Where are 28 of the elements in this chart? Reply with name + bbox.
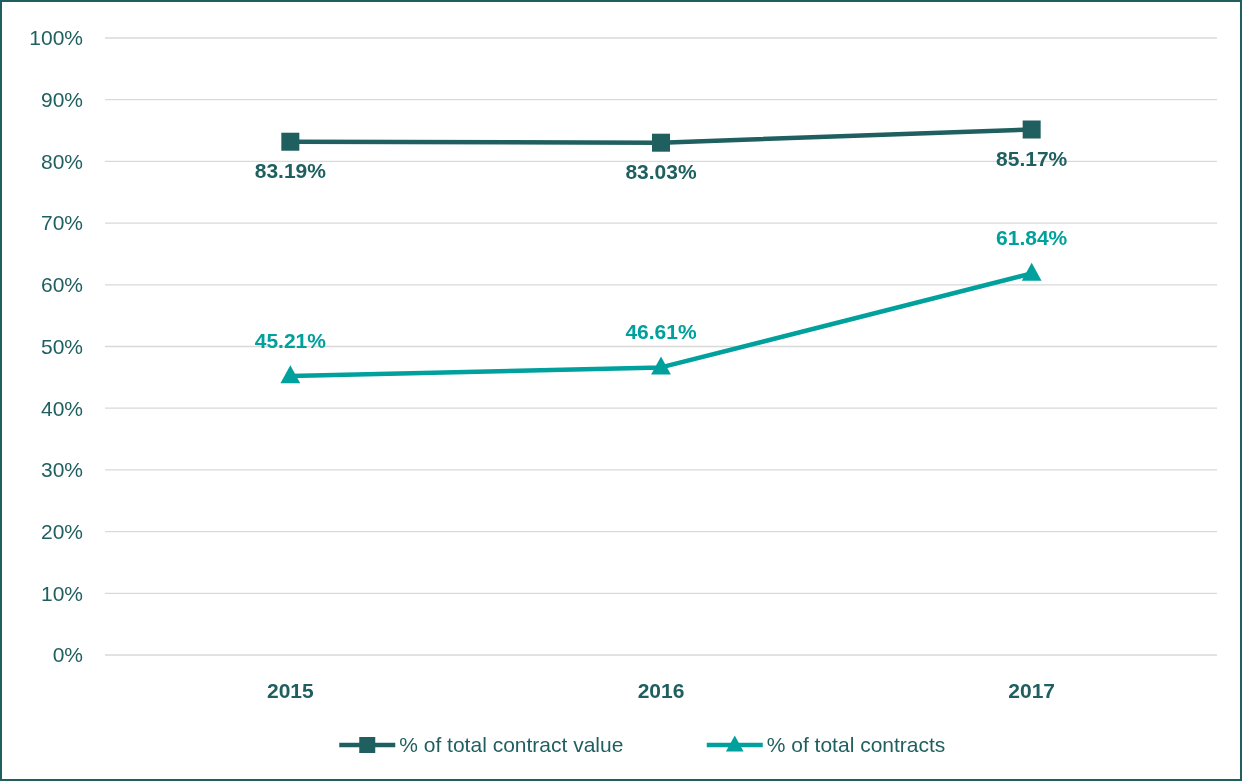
legend-label: % of total contract value xyxy=(399,733,624,757)
x-tick-label: 2015 xyxy=(266,679,315,702)
y-tick-label: 80% xyxy=(40,149,83,173)
data-label: 85.17% xyxy=(996,146,1068,170)
data-label: 61.84% xyxy=(996,226,1068,250)
y-tick-label: 90% xyxy=(40,88,83,112)
y-tick-label: 0% xyxy=(52,643,83,667)
x-tick-label: 2016 xyxy=(637,679,685,702)
point xyxy=(281,132,300,151)
y-tick-label: 50% xyxy=(40,334,83,358)
point xyxy=(652,133,670,152)
y-tick-label: 70% xyxy=(40,211,83,235)
data-label: 83.19% xyxy=(254,158,327,182)
x-tick-label: 2017 xyxy=(1008,679,1056,702)
point xyxy=(1022,120,1041,139)
data-label: 83.03% xyxy=(625,159,697,183)
y-tick-label: 60% xyxy=(40,273,83,297)
y-tick-label: 30% xyxy=(40,458,83,482)
data-label: 46.61% xyxy=(625,320,697,344)
point xyxy=(1021,262,1042,281)
data-label: 45.21% xyxy=(254,329,327,353)
y-tick-label: 40% xyxy=(40,396,83,420)
y-tick-label: 100% xyxy=(29,26,83,50)
legend-label: % of total contracts xyxy=(766,733,946,757)
point xyxy=(651,356,671,375)
y-tick-label: 10% xyxy=(40,581,83,605)
point xyxy=(280,365,301,384)
y-tick-label: 20% xyxy=(40,519,83,543)
